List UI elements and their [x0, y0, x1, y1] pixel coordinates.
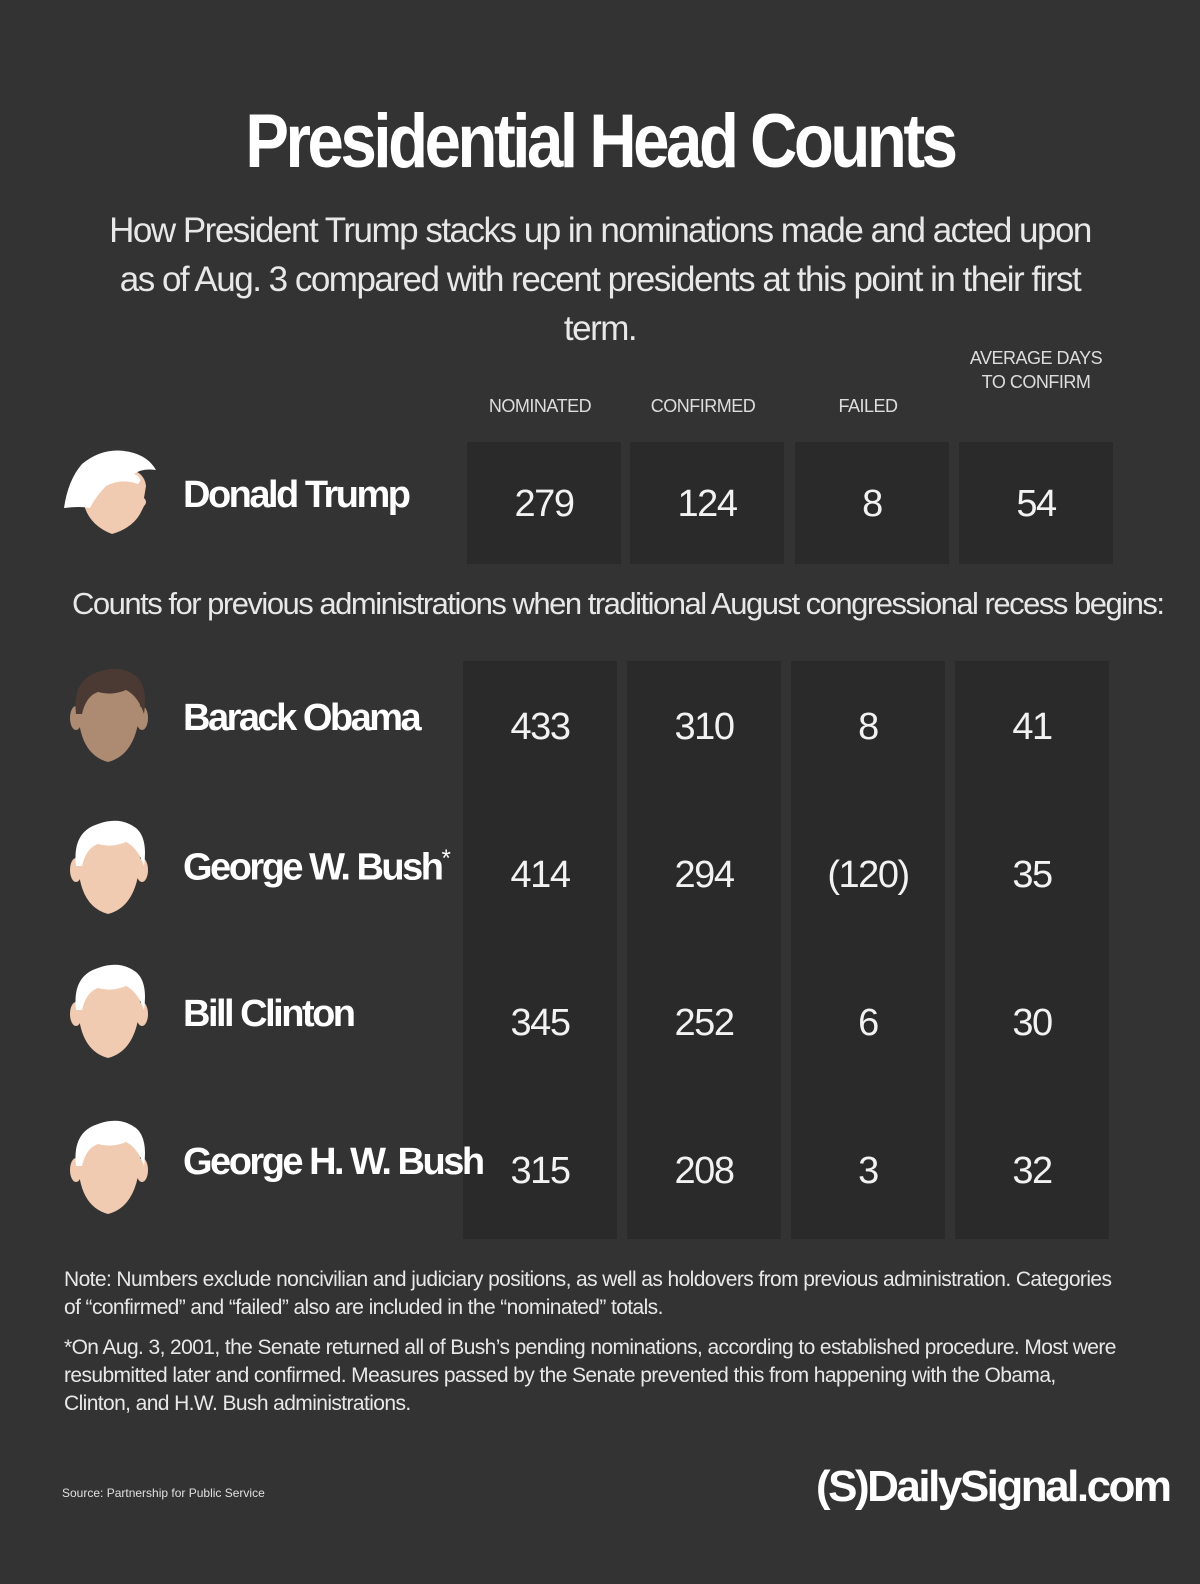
value-cell: 35 [1012, 854, 1053, 896]
president-name: George W. Bush [183, 846, 444, 889]
footnote-marker: * [441, 845, 451, 872]
column-strip-1 [627, 661, 781, 1239]
value-cell: 345 [510, 1002, 571, 1044]
row-name: Bill Clinton [183, 993, 356, 1036]
portrait-icon [68, 818, 158, 923]
president-name: George H. W. Bush [183, 1141, 485, 1183]
column-header-2: FAILED [838, 396, 898, 416]
portrait-icon [60, 444, 160, 549]
value-cell: 310 [674, 706, 735, 748]
value-cell: 6 [858, 1002, 879, 1044]
column-header-3: AVERAGE DAYS TO CONFIRM [969, 348, 1103, 392]
value-cell: 30 [1012, 1002, 1053, 1044]
row-name: George H. W. Bush [183, 1141, 485, 1184]
trump-cell-bg-1 [630, 442, 784, 564]
portrait-icon [68, 1118, 158, 1223]
portrait-icon [68, 666, 158, 771]
value-cell: 279 [514, 483, 575, 525]
value-cell: 8 [862, 483, 883, 525]
trump-cell-bg-3 [959, 442, 1113, 564]
trump-cell-bg-0 [467, 442, 621, 564]
previous-administrations-label: Counts for previous administrations when… [72, 586, 1165, 621]
value-cell: (120) [827, 854, 910, 896]
value-cell: 124 [677, 483, 738, 525]
value-cell: 252 [674, 1002, 735, 1044]
row-name: Barack Obama [183, 697, 422, 740]
value-cell: 414 [510, 854, 571, 896]
trump-cell-bg-2 [795, 442, 949, 564]
source-text: Source: Partnership for Public Service [62, 1486, 265, 1500]
row-name: George W. Bush* [183, 845, 451, 890]
value-cell: 8 [858, 706, 879, 748]
footnote-text: *On Aug. 3, 2001, the Senate returned al… [64, 1336, 1116, 1415]
portrait-icon [68, 962, 158, 1067]
president-name: Barack Obama [183, 697, 422, 739]
column-header-0: NOMINATED [488, 396, 592, 416]
note-text: Note: Numbers exclude noncivilian and ju… [64, 1268, 1112, 1319]
column-strip-3 [955, 661, 1109, 1239]
president-name: Donald Trump [183, 474, 411, 516]
row-name: Donald Trump [183, 474, 411, 517]
value-cell: 41 [1012, 706, 1053, 748]
brand-logo: (S)DailySignal.com [816, 1462, 1172, 1511]
value-cell: 54 [1016, 483, 1057, 525]
page-subtitle: How President Trump stacks up in nominat… [109, 211, 1092, 348]
value-cell: 3 [858, 1150, 879, 1192]
value-cell: 294 [674, 854, 735, 896]
value-cell: 315 [510, 1150, 571, 1192]
page-title: Presidential Head Counts [245, 99, 958, 184]
column-header-1: CONFIRMED [650, 396, 756, 416]
value-cell: 32 [1012, 1150, 1053, 1192]
column-strip-0 [463, 661, 617, 1239]
column-strip-2 [791, 661, 945, 1239]
value-cell: 433 [510, 706, 571, 748]
value-cell: 208 [674, 1150, 735, 1192]
president-name: Bill Clinton [183, 993, 356, 1035]
